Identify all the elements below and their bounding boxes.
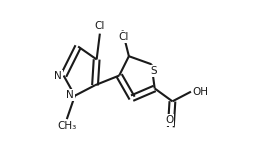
Text: N: N — [54, 71, 62, 81]
Text: CH₃: CH₃ — [57, 122, 76, 132]
Text: N: N — [66, 90, 74, 100]
Text: Cl: Cl — [95, 21, 105, 31]
Text: OH: OH — [193, 87, 209, 97]
Text: O: O — [165, 115, 173, 125]
Text: Cl: Cl — [118, 32, 128, 42]
Text: S: S — [151, 66, 157, 76]
